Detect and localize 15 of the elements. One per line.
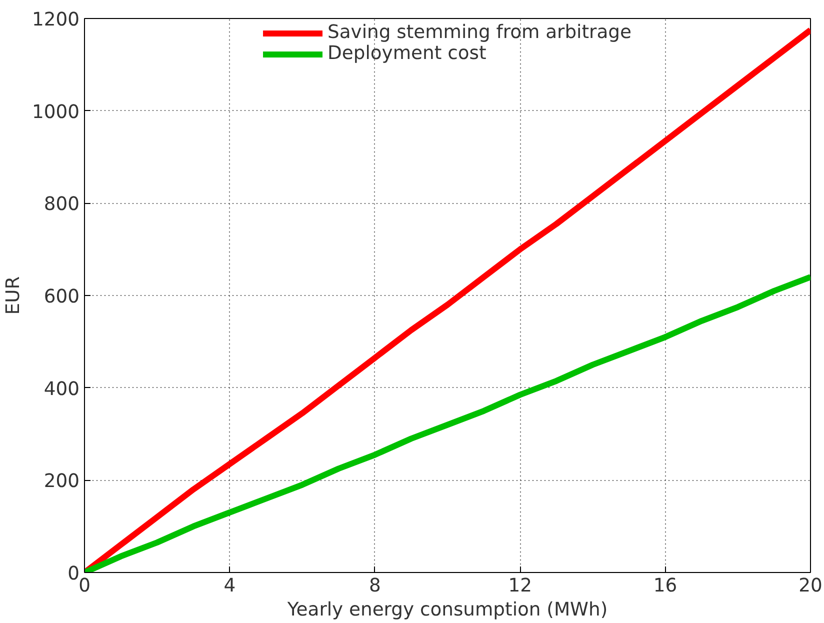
x-tick-label: 20 — [798, 576, 822, 596]
y-tick-label: 600 — [44, 286, 80, 308]
x-tick-label: 12 — [508, 576, 532, 596]
y-tick-label: 200 — [44, 471, 80, 492]
y-tick-label: 800 — [44, 194, 80, 216]
legend-label: Deployment cost — [328, 43, 486, 64]
y-axis-title: EUR — [3, 276, 24, 315]
x-tick-label: 16 — [653, 576, 678, 596]
x-tick-label: 4 — [224, 576, 236, 596]
y-tick-label: 400 — [44, 378, 80, 400]
y-tick-label: 1200 — [32, 10, 80, 30]
y-tick-label: 1000 — [32, 102, 80, 123]
legend-label: Saving stemming from arbitrage — [328, 22, 632, 43]
x-axis-title: Yearly energy consumption (MWh) — [286, 600, 608, 620]
x-tick-label: 8 — [368, 576, 381, 596]
